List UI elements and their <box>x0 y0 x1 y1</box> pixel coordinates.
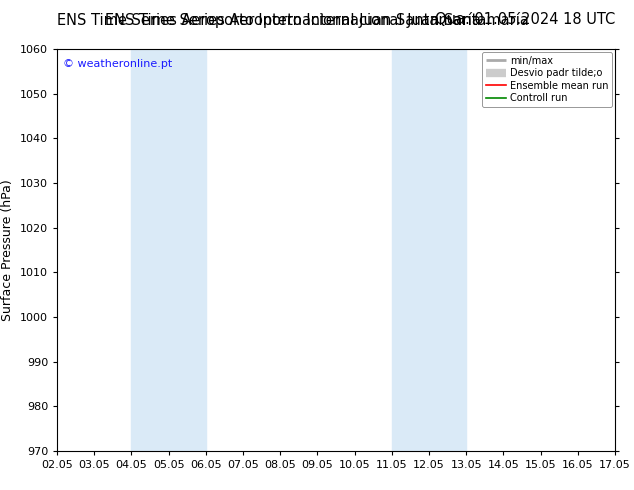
Text: ENS Time Series Aeroporto Internacional Juan Santamaría: ENS Time Series Aeroporto Internacional … <box>57 12 481 28</box>
Bar <box>392 49 466 451</box>
Text: © weatheronline.pt: © weatheronline.pt <box>63 59 172 69</box>
Text: Qua. 01.05.2024 18 UTC: Qua. 01.05.2024 18 UTC <box>435 12 615 27</box>
Legend: min/max, Desvio padr tilde;o, Ensemble mean run, Controll run: min/max, Desvio padr tilde;o, Ensemble m… <box>482 52 612 107</box>
Y-axis label: Surface Pressure (hPa): Surface Pressure (hPa) <box>1 179 15 321</box>
Text: ENS Time Series Aeroporto Internacional Juan Santamaría: ENS Time Series Aeroporto Internacional … <box>105 12 529 28</box>
Bar <box>131 49 206 451</box>
